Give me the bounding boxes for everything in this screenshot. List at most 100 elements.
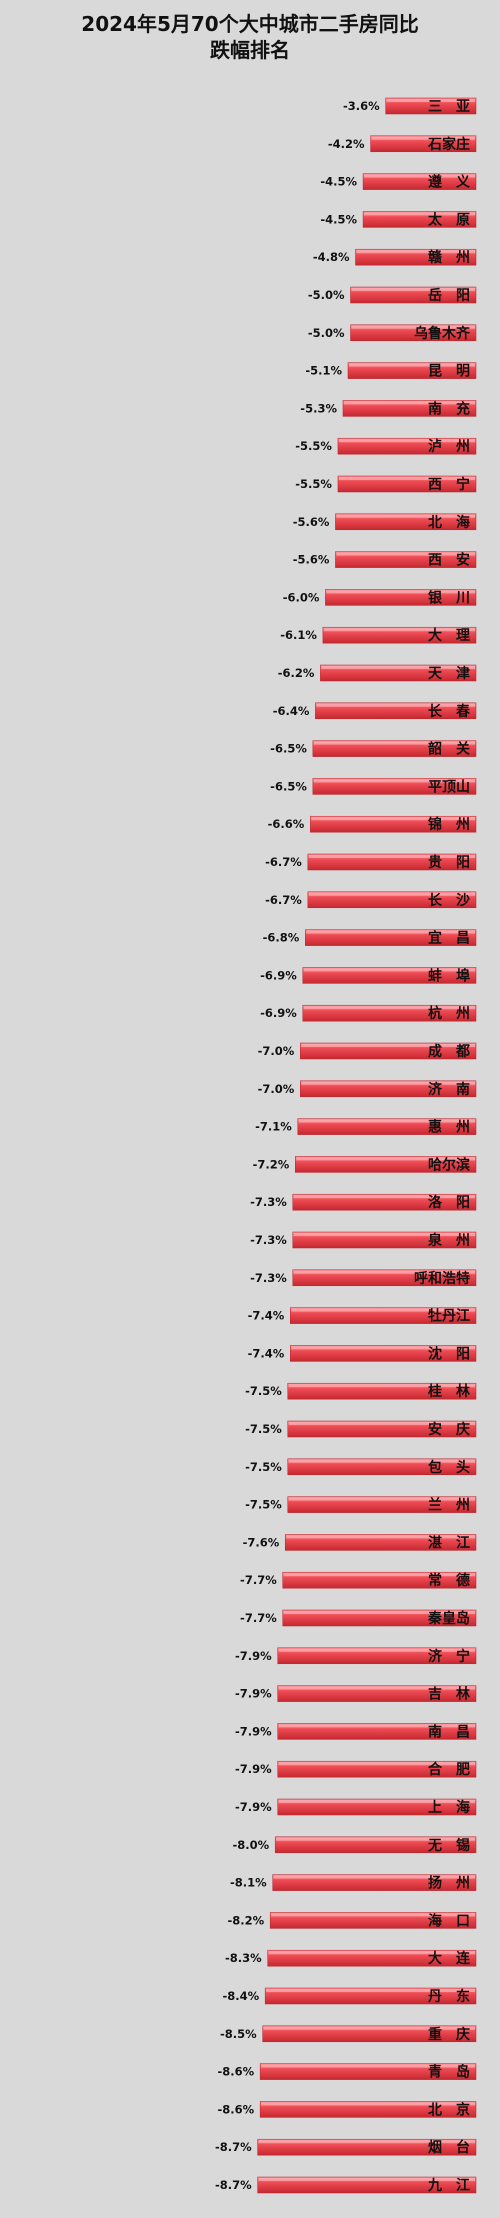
value-label: -7.3% [250,1195,287,1209]
value-label: -7.1% [255,1120,292,1134]
bar [277,1647,477,1665]
bar [292,1193,477,1211]
value-label: -6.2% [278,666,315,680]
value-label: -8.5% [220,2027,257,2041]
category-label: 惠 州 [428,1119,470,1136]
bar-row: -7.3% 泉 州 [250,1231,477,1249]
category-label: 贵 阳 [428,854,470,871]
bar [277,1723,477,1740]
bar-row: -7.9% 济 宁 [235,1647,477,1665]
bar-row: -8.7% 烟 台 [215,2138,477,2156]
value-label: -7.4% [248,1346,285,1360]
category-label: 沈 阳 [428,1345,470,1362]
bar [315,702,477,720]
bar [259,2063,477,2080]
category-label: 湛 江 [428,1534,470,1551]
value-label: -8.1% [230,1876,267,1890]
bar-row: -7.5% 桂 林 [245,1382,477,1400]
category-label: 天 津 [428,665,470,682]
bar-highlight [303,1006,475,1010]
bar-highlight [291,1346,475,1350]
bar-highlight [288,1497,475,1501]
bar-row: -8.6% 北 京 [217,2101,477,2118]
category-label: 韶 关 [428,741,470,758]
value-label: -7.0% [258,1082,295,1096]
value-label: -5.5% [295,477,332,491]
bar [325,589,477,606]
bar [302,967,477,984]
bar-highlight [336,552,475,556]
value-label: -7.5% [245,1422,282,1436]
bar [322,626,477,644]
bar [370,135,477,153]
value-label: -7.9% [235,1649,272,1663]
bar-highlight [386,99,475,102]
bar-row: -7.4% 牡丹江 [248,1307,477,1325]
bar-row: -5.1% 昆 明 [305,362,477,380]
value-label: -8.0% [233,1838,270,1852]
value-label: -8.6% [217,2065,254,2079]
bar-highlight [278,1686,475,1690]
category-label: 长 春 [428,703,471,720]
category-label: 岳 阳 [428,287,470,304]
bar-row: -7.9% 上 海 [235,1798,477,1816]
value-label: -6.9% [260,1006,297,1020]
bar [290,1345,477,1362]
bar-highlight [278,1648,475,1652]
bar [335,551,477,568]
value-label: -7.6% [243,1535,280,1549]
value-label: -8.4% [222,1989,259,2003]
bar-row: -8.6% 青 岛 [217,2063,477,2081]
bar [292,1231,477,1249]
value-label: -7.9% [235,1687,272,1701]
category-label: 安 庆 [428,1421,470,1438]
category-label: 上 海 [428,1799,470,1816]
bar-row: -6.5% 韶 关 [270,740,477,758]
category-label: 成 都 [428,1043,470,1060]
bar [287,1458,477,1476]
bar-highlight [364,174,475,178]
bar-highlight [283,1611,475,1614]
bar-row: -6.9% 杭 州 [260,1004,477,1022]
value-label: -6.0% [283,590,320,604]
category-label: 北 海 [428,514,470,531]
bar-highlight [306,930,475,934]
bar-row: -7.1% 惠 州 [255,1118,477,1136]
bar-highlight [278,1724,475,1728]
value-label: -5.6% [293,553,330,567]
category-label: 丹 东 [428,1988,470,2005]
bar [262,2025,477,2043]
bar-row: -6.7% 长 沙 [265,891,477,909]
value-label: -6.9% [260,968,297,982]
bar-highlight [273,1875,475,1879]
bar [310,815,477,833]
bar-row: -8.0% 无 锡 [233,1836,477,1854]
bar-highlight [316,703,475,707]
value-label: -4.5% [320,212,357,226]
bar [259,2101,477,2118]
bar [284,1534,477,1551]
bar-highlight [293,1270,475,1274]
category-label: 牡丹江 [428,1308,470,1325]
bar [385,97,477,115]
category-label: 赣 州 [428,249,470,266]
bar [292,1269,477,1287]
bar [307,853,477,871]
bar-highlight [313,741,475,745]
value-label: -7.7% [240,1573,277,1587]
category-label: 平顶山 [428,779,470,795]
bar [300,1042,477,1060]
bar-row: -3.6% 三 亚 [343,97,477,115]
bar-row: -4.5% 遵 义 [320,173,477,191]
value-label: -5.0% [308,288,345,302]
bar-highlight [261,2102,475,2106]
value-label: -5.3% [300,401,337,415]
bar-row: -5.6% 北 海 [293,513,477,531]
value-label: -8.3% [225,1951,262,1965]
value-label: -8.7% [215,2178,252,2192]
bar-row: -6.8% 宜 昌 [263,929,477,947]
value-label: -3.6% [343,99,380,113]
bar-highlight [301,1044,475,1047]
category-label: 三 亚 [428,99,470,115]
